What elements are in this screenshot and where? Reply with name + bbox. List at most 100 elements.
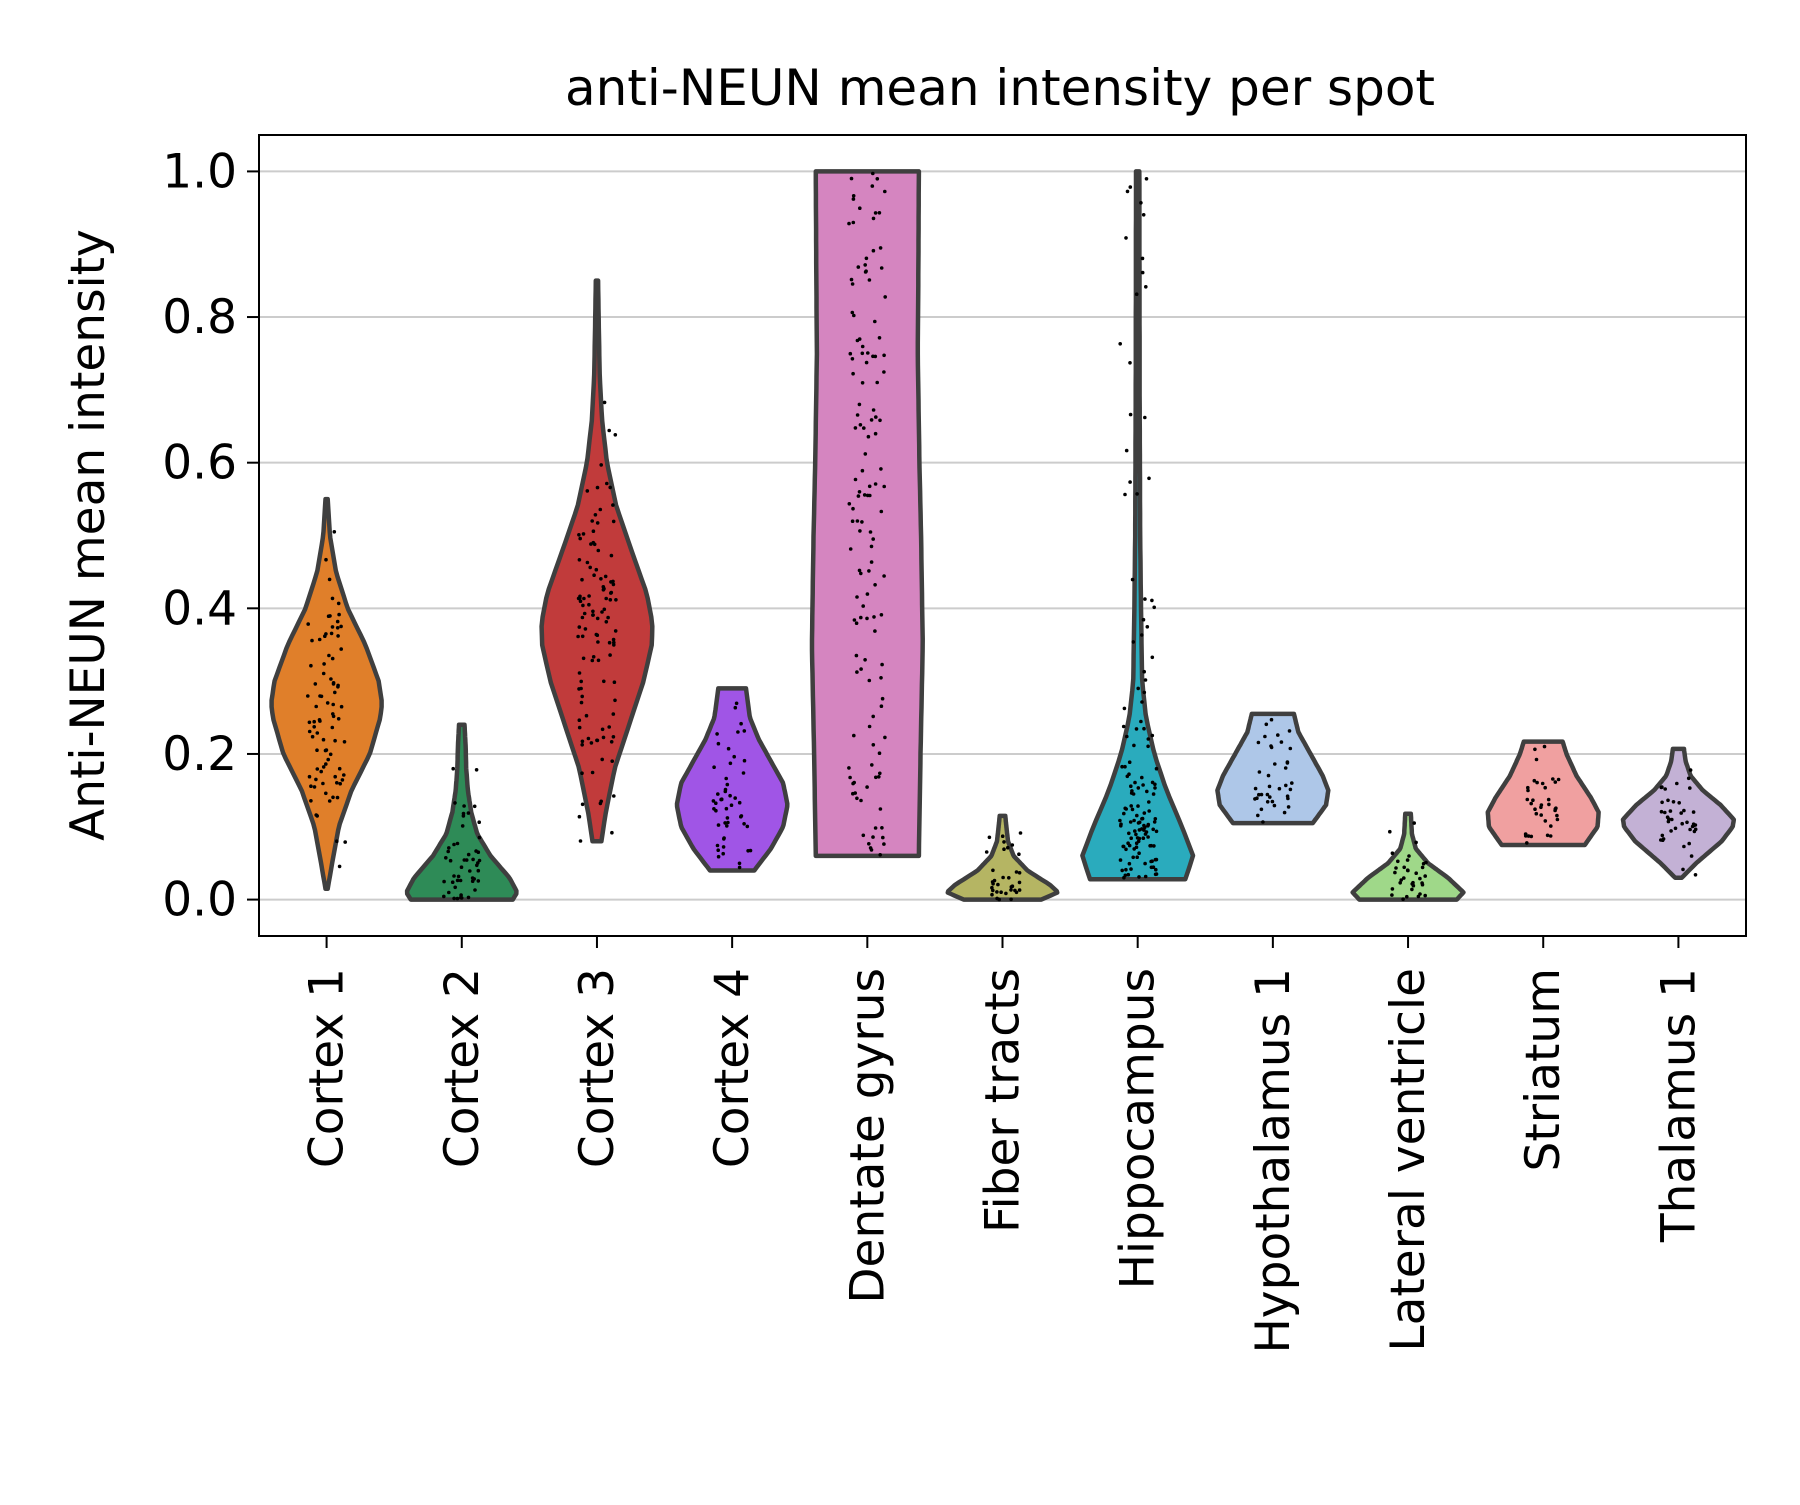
strip-point — [984, 850, 989, 854]
strip-point — [1286, 805, 1291, 809]
x-tick-label: Hypothalamus 1 — [1246, 968, 1301, 1354]
strip-point — [1119, 824, 1123, 828]
strip-point — [1128, 361, 1132, 365]
strip-point — [452, 874, 456, 878]
strip-point — [1539, 813, 1543, 817]
strip-point — [873, 583, 877, 587]
strip-point — [1288, 746, 1293, 751]
strip-point — [477, 835, 482, 840]
strip-point — [1547, 802, 1551, 807]
strip-point — [1668, 809, 1673, 813]
strip-point — [995, 890, 999, 894]
strip-point — [1394, 866, 1398, 870]
strip-point — [598, 507, 603, 512]
strip-point — [580, 634, 585, 639]
strip-point — [878, 807, 883, 811]
strip-point — [324, 762, 328, 766]
strip-point — [310, 638, 314, 643]
strip-point — [442, 879, 446, 884]
strip-point — [600, 727, 605, 732]
strip-point — [1666, 819, 1671, 824]
strip-point — [592, 542, 597, 547]
strip-point — [579, 679, 583, 684]
strip-point — [852, 313, 856, 318]
strip-point — [315, 748, 319, 752]
strip-point — [461, 811, 466, 816]
strip-point — [873, 482, 878, 486]
strip-point — [1146, 744, 1150, 749]
strip-point — [1136, 786, 1141, 790]
y-axis-label: Anti-NEUN mean intensity — [61, 229, 116, 841]
strip-point — [1136, 804, 1140, 808]
strip-point — [858, 206, 862, 210]
strip-point — [455, 841, 460, 846]
strip-point — [1412, 821, 1416, 825]
strip-point — [1140, 816, 1145, 821]
strip-point — [312, 785, 317, 789]
strip-point — [477, 858, 482, 863]
strip-point — [715, 843, 720, 848]
strip-point — [580, 739, 585, 744]
strip-point — [590, 519, 594, 523]
strip-point — [1142, 690, 1147, 695]
strip-point — [452, 842, 456, 847]
strip-point — [1540, 781, 1545, 786]
strip-point — [1688, 768, 1693, 772]
strip-point — [1154, 867, 1158, 872]
strip-point — [852, 618, 857, 622]
violin-hypothalamus-1 — [1215, 711, 1331, 826]
strip-point — [578, 536, 582, 541]
strip-point — [607, 640, 612, 645]
strip-point — [1679, 811, 1683, 815]
strip-point — [873, 211, 878, 215]
strip-point — [1151, 792, 1156, 796]
strip-point — [873, 629, 877, 633]
strip-point — [712, 807, 716, 811]
strip-point — [306, 694, 310, 698]
strip-point — [878, 246, 883, 250]
strip-point — [1009, 888, 1013, 892]
strip-point — [325, 701, 330, 705]
strip-point — [726, 746, 731, 751]
strip-point — [883, 735, 887, 740]
strip-point — [879, 509, 884, 514]
strip-point — [1663, 810, 1667, 815]
strip-point — [1131, 855, 1135, 860]
strip-point — [1134, 832, 1138, 837]
strip-point — [1553, 780, 1558, 784]
strip-point — [851, 197, 856, 201]
strip-point — [1549, 824, 1553, 828]
strip-point — [1123, 764, 1127, 769]
strip-point — [613, 433, 618, 437]
strip-point — [871, 216, 876, 221]
violin-hippocampus — [1080, 169, 1196, 882]
strip-point — [1131, 640, 1136, 644]
strip-point — [458, 878, 463, 883]
strip-point — [881, 835, 885, 840]
strip-point — [867, 678, 872, 683]
strip-point — [864, 269, 868, 274]
strip-point — [1526, 788, 1530, 793]
strip-point — [1018, 831, 1023, 835]
strip-point — [990, 880, 995, 884]
strip-point — [1152, 605, 1156, 610]
strip-point — [336, 683, 340, 688]
strip-point — [860, 381, 865, 385]
axes: 0.0 0.2 0.4 0.6 0.8 1.0 Cortex 1 Cortex 2 Cortex… — [162, 144, 1706, 1353]
strip-point — [716, 792, 720, 796]
strip-point — [580, 771, 584, 775]
strip-point — [882, 842, 886, 846]
strip-point — [1533, 747, 1537, 752]
strip-point — [723, 821, 727, 825]
strip-point — [331, 682, 336, 686]
strip-point — [860, 351, 865, 356]
strip-point — [1124, 236, 1128, 240]
strip-point — [737, 800, 742, 805]
strip-point — [326, 757, 331, 762]
strip-point — [611, 519, 616, 524]
strip-point — [335, 626, 340, 630]
violin-thalamus-1 — [1620, 746, 1737, 880]
strip-point — [746, 849, 750, 853]
strip-point — [1128, 820, 1133, 824]
